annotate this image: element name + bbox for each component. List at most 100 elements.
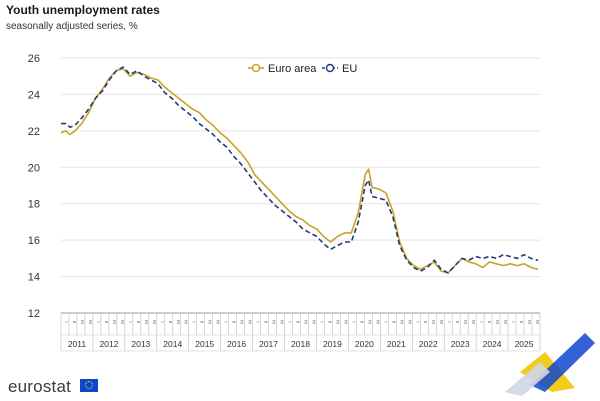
legend-marker: [251, 63, 261, 73]
quarter-label: III: [367, 320, 372, 324]
series-lines: [60, 66, 539, 274]
quarter-label: IV: [280, 320, 285, 324]
legend-euro-area[interactable]: Euro area: [248, 63, 317, 75]
x-axis: I II III IV I II III IV I II III IV I II III IV I II III IV…: [60, 312, 541, 352]
quarter-label: I: [96, 321, 101, 322]
quarter-label: II: [232, 321, 237, 324]
quarter-label: III: [80, 320, 85, 324]
quarter-label: I: [447, 321, 452, 322]
eu-flag-icon: [80, 379, 98, 392]
quarter-label: I: [511, 321, 516, 322]
y-tick-label: 24: [28, 89, 40, 101]
eurostat-logo-text: eurostat: [8, 377, 72, 396]
legend-label: Euro area: [268, 63, 317, 75]
quarter-label: II: [391, 321, 396, 324]
quarter-label: I: [256, 321, 261, 322]
y-tick-label: 18: [28, 199, 40, 211]
quarter-label: I: [64, 321, 69, 322]
quarter-label: II: [136, 321, 141, 324]
year-label: 2017: [259, 339, 278, 349]
quarter-label: IV: [503, 320, 508, 324]
y-tick-label: 20: [28, 162, 40, 174]
quarter-label: I: [288, 321, 293, 322]
y-axis-tick-labels: 12 14 16 18 20 22 24 26: [28, 53, 40, 320]
quarter-label: III: [144, 320, 149, 324]
quarter-label: II: [487, 321, 492, 324]
quarter-label: I: [128, 321, 133, 322]
quarter-label: III: [335, 320, 340, 324]
quarter-label: II: [296, 321, 301, 324]
quarter-label: II: [423, 321, 428, 324]
quarter-label: III: [112, 320, 117, 324]
year-label: 2013: [131, 339, 150, 349]
year-label: 2014: [163, 339, 182, 349]
year-label: 2021: [387, 339, 406, 349]
quarter-label: IV: [343, 320, 348, 324]
y-tick-label: 26: [28, 53, 40, 65]
series-line-euro-area[interactable]: [60, 68, 539, 274]
quarter-label: II: [327, 321, 332, 324]
quarter-label: II: [168, 321, 173, 324]
quarter-label: IV: [184, 320, 189, 324]
year-label: 2012: [99, 339, 118, 349]
y-tick-label: 16: [28, 235, 40, 247]
year-label: 2019: [323, 339, 342, 349]
quarter-label: IV: [407, 320, 412, 324]
quarter-label: II: [72, 321, 77, 324]
quarter-label: IV: [311, 320, 316, 324]
quarter-label: IV: [375, 320, 380, 324]
quarter-label: I: [479, 321, 484, 322]
chart-title: Youth unemployment rates: [6, 3, 160, 17]
y-tick-label: 22: [28, 126, 40, 138]
quarter-label: III: [399, 320, 404, 324]
quarter-label: I: [224, 321, 229, 322]
quarter-label: III: [495, 320, 500, 324]
quarter-label: I: [351, 321, 356, 322]
brand-graphic: [505, 333, 595, 396]
year-label: 2015: [195, 339, 214, 349]
quarter-label: II: [519, 321, 524, 324]
quarter-label: II: [359, 321, 364, 324]
quarter-label: IV: [152, 320, 157, 324]
year-label: 2016: [227, 339, 246, 349]
quarter-label: I: [383, 321, 388, 322]
quarter-label: IV: [471, 320, 476, 324]
quarter-label: IV: [216, 320, 221, 324]
year-label: 2023: [451, 339, 470, 349]
quarter-label: II: [200, 321, 205, 324]
quarter-label: I: [160, 321, 165, 322]
quarter-label: I: [319, 321, 324, 322]
legend-label: EU: [342, 63, 357, 75]
legend-eu[interactable]: EU: [322, 63, 357, 75]
year-label: 2024: [483, 339, 502, 349]
quarter-label: II: [264, 321, 269, 324]
quarter-label: IV: [248, 320, 253, 324]
quarter-label: IV: [535, 320, 540, 324]
quarter-label: III: [463, 320, 468, 324]
year-label: 2022: [419, 339, 438, 349]
quarter-label: III: [176, 320, 181, 324]
quarter-label: II: [455, 321, 460, 324]
quarter-label: I: [415, 321, 420, 322]
legend[interactable]: Euro area EU: [248, 63, 357, 75]
quarter-label: III: [272, 320, 277, 324]
quarter-label: III: [303, 320, 308, 324]
quarter-label: III: [431, 320, 436, 324]
year-label: 2020: [355, 339, 374, 349]
series-line-eu[interactable]: [61, 66, 539, 274]
quarter-label: III: [208, 320, 213, 324]
y-tick-label: 12: [28, 308, 40, 320]
quarter-label: IV: [88, 320, 93, 324]
legend-marker: [325, 63, 335, 73]
quarter-label: III: [240, 320, 245, 324]
quarter-label: III: [527, 320, 532, 324]
brand-swoosh-blue: [530, 333, 595, 392]
quarter-label: I: [192, 321, 197, 322]
y-tick-label: 14: [28, 272, 40, 284]
year-label: 2018: [291, 339, 310, 349]
quarter-label: II: [104, 321, 109, 324]
quarter-label: IV: [439, 320, 444, 324]
year-label: 2011: [68, 339, 87, 349]
brand-swoosh-grey: [505, 362, 550, 396]
